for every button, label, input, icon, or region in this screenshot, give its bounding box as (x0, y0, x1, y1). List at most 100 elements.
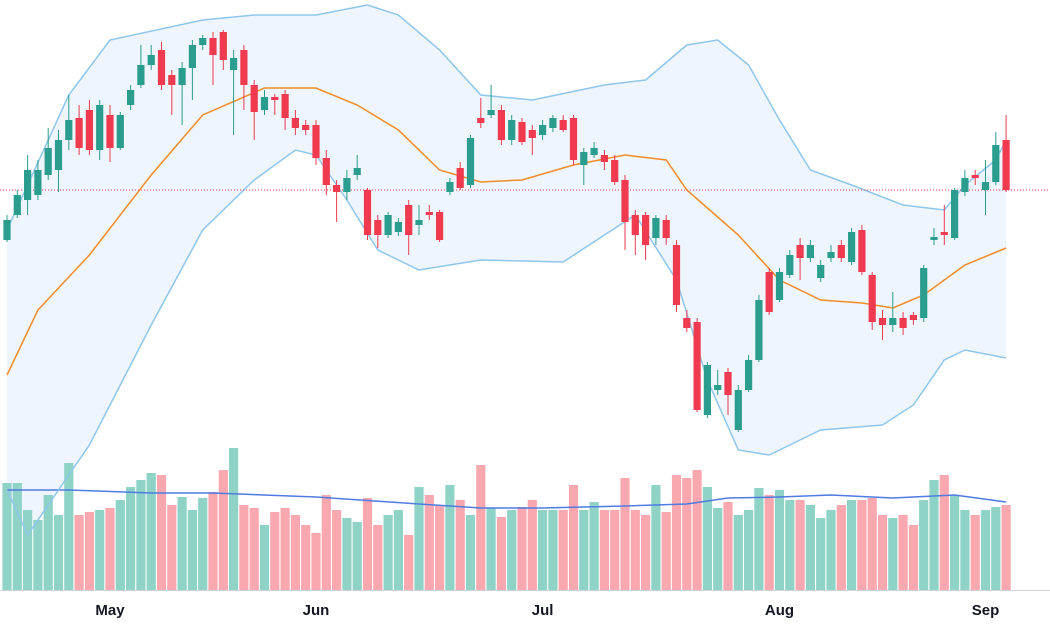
volume-bar (877, 515, 888, 590)
candle-body (631, 215, 639, 235)
candle-body (889, 318, 897, 325)
volume-bar (23, 510, 33, 590)
volume-bar (620, 478, 630, 590)
volume-bar (826, 510, 836, 590)
volume-bar (239, 505, 249, 590)
candle-body (992, 145, 1000, 182)
volume-bar (785, 500, 795, 590)
volume-bar (136, 480, 146, 590)
volume-bar (548, 510, 558, 590)
volume-bar (259, 525, 270, 590)
candle-body (477, 118, 485, 123)
candle-body (322, 158, 330, 185)
candle-body (662, 220, 670, 238)
volume-bar (249, 508, 259, 590)
candle-body (786, 255, 794, 275)
volume-bar (723, 502, 733, 590)
volume-bar (980, 510, 991, 590)
candle-body (384, 215, 392, 235)
candle-body (291, 118, 299, 128)
candle-body (209, 38, 217, 55)
volume-bar (960, 510, 970, 590)
volume-bar (847, 500, 857, 590)
volume-bar (733, 515, 743, 590)
candle-body (611, 160, 619, 182)
volume-bar (2, 483, 12, 590)
volume-bar (661, 512, 671, 590)
middle-band (6, 87, 1007, 376)
candle-body (827, 252, 835, 258)
volume-bar (146, 473, 156, 590)
volume-bar (713, 508, 723, 590)
candle-body (848, 232, 856, 262)
volume-bar (229, 448, 239, 590)
candle-body (127, 90, 135, 105)
volume-bar (795, 500, 805, 590)
candle-body (230, 58, 238, 70)
volume-bar (198, 498, 208, 590)
candle-body (65, 120, 73, 140)
candle-body (178, 68, 186, 85)
candle-body (878, 318, 887, 325)
x-tick-label: Jul (532, 602, 554, 619)
candle-body (250, 85, 258, 112)
volume-bar (744, 510, 754, 590)
volume-bar (218, 470, 228, 590)
volume-bar (836, 505, 846, 590)
outer-band (6, 149, 1007, 537)
candle-body (724, 372, 732, 395)
volume-bar (908, 525, 918, 590)
volume-bar (280, 508, 290, 590)
candle-body (590, 148, 598, 155)
candle-body (85, 110, 93, 150)
candle-body (147, 55, 155, 65)
candle-body (394, 222, 402, 232)
volume-bar (476, 465, 486, 590)
candle-body (518, 122, 526, 142)
volume-bar (682, 478, 692, 590)
candle-body (302, 125, 310, 130)
candle-body (487, 110, 495, 115)
candle-body (909, 315, 917, 320)
volume-bar (435, 505, 445, 590)
volume-bar (105, 508, 115, 590)
candle-body (569, 118, 578, 160)
volume-bar (610, 510, 620, 590)
volume-bar (177, 497, 187, 590)
candle-body (312, 125, 320, 158)
volume-bar (857, 500, 867, 590)
candle-body (353, 168, 361, 175)
volume-bar (187, 510, 197, 590)
candle-body (981, 182, 990, 190)
volume-bar (929, 480, 939, 590)
volume-bar (321, 495, 331, 590)
candle-body (13, 195, 21, 215)
candle-body (714, 385, 722, 390)
candle-body (528, 130, 536, 138)
volume-bar (692, 470, 702, 590)
volume-bar (568, 485, 579, 590)
volume-ma-line (7, 489, 1007, 509)
candle-body (961, 178, 969, 192)
candle-body (436, 212, 444, 240)
volume-bar (208, 492, 218, 590)
candle-body (137, 65, 145, 85)
volume-bar (445, 485, 455, 590)
candle-body (466, 138, 475, 185)
volume-bar (527, 500, 537, 590)
volume-bar (393, 510, 403, 590)
candle-body (745, 360, 753, 390)
candle-body (920, 268, 928, 318)
volume-bar (702, 487, 712, 590)
volume-bar (599, 510, 609, 590)
candle-body (456, 168, 464, 188)
volume-bar (74, 515, 84, 590)
candle-body (199, 38, 207, 45)
candle-body (363, 190, 372, 235)
candle-body (549, 118, 557, 128)
volume-bar (538, 510, 548, 590)
volume-bar (651, 485, 661, 590)
volume-bar (424, 495, 434, 590)
candle-body (415, 220, 423, 225)
candle-body (899, 318, 907, 328)
